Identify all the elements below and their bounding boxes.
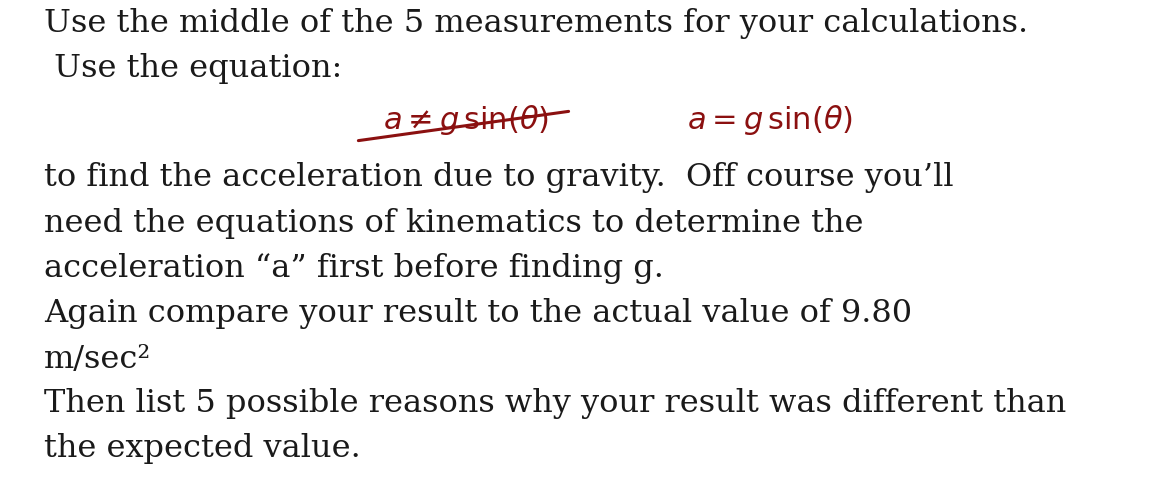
Text: m/sec²: m/sec² xyxy=(44,344,152,375)
Text: $a \neq g\,\mathrm{sin}(\theta)$: $a \neq g\,\mathrm{sin}(\theta)$ xyxy=(384,103,549,137)
Text: Again compare your result to the actual value of 9.80: Again compare your result to the actual … xyxy=(44,298,913,329)
Text: acceleration “a” first before finding g.: acceleration “a” first before finding g. xyxy=(44,253,665,284)
Text: to find the acceleration due to gravity.  Off course you’ll: to find the acceleration due to gravity.… xyxy=(44,162,954,193)
Text: $a = g\,\mathrm{sin}(\theta)$: $a = g\,\mathrm{sin}(\theta)$ xyxy=(687,103,852,137)
Text: Use the equation:: Use the equation: xyxy=(44,53,343,84)
Text: Then list 5 possible reasons why your result was different than: Then list 5 possible reasons why your re… xyxy=(44,388,1067,419)
Text: Use the middle of the 5 measurements for your calculations.: Use the middle of the 5 measurements for… xyxy=(44,8,1028,39)
Text: the expected value.: the expected value. xyxy=(44,433,361,464)
Text: need the equations of kinematics to determine the: need the equations of kinematics to dete… xyxy=(44,208,864,239)
